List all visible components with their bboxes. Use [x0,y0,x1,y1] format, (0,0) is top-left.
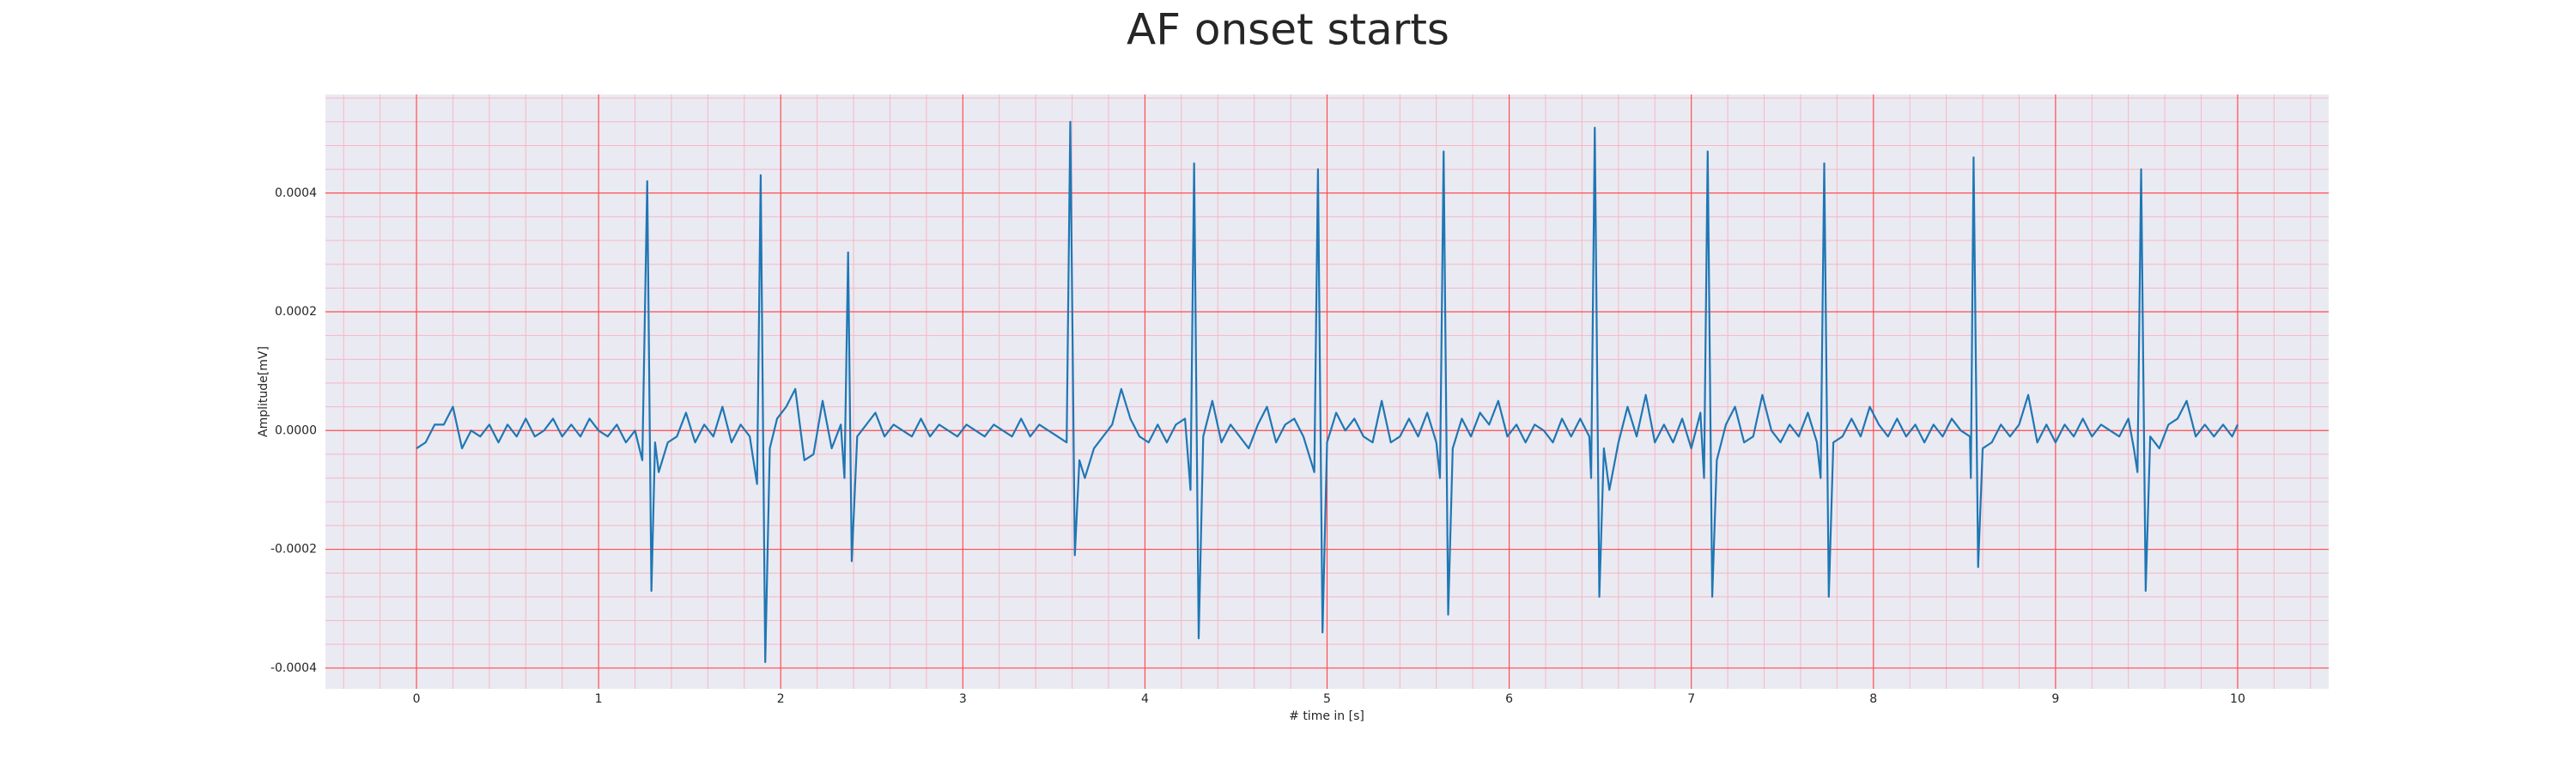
ecg-line [416,120,2239,663]
y-tick-label: 0.0002 [275,305,317,319]
x-tick-label: 1 [595,692,603,706]
grid [325,94,2329,689]
x-tick-label: 10 [2230,692,2245,706]
y-axis-label: Amplitude[mV] [257,346,270,437]
y-tick-label: -0.0004 [270,661,317,675]
y-tick-label: -0.0002 [270,543,317,557]
y-tick-label: 0.0004 [275,186,317,200]
chart-title: AF onset starts [1127,5,1449,55]
x-tick-label: 9 [2051,692,2059,706]
x-tick-label: 6 [1505,692,1513,706]
marks [416,120,2239,663]
x-tick-label: 4 [1141,692,1149,706]
x-tick-label: 0 [413,692,421,706]
x-axis-label: # time in [s] [1289,709,1364,723]
y-tick-label: 0.0000 [275,423,317,437]
x-tick-label: 2 [777,692,785,706]
x-tick-label: 3 [959,692,967,706]
x-tick-label: 8 [1869,692,1877,706]
x-tick-label: 7 [1687,692,1695,706]
x-tick-label: 5 [1323,692,1331,706]
